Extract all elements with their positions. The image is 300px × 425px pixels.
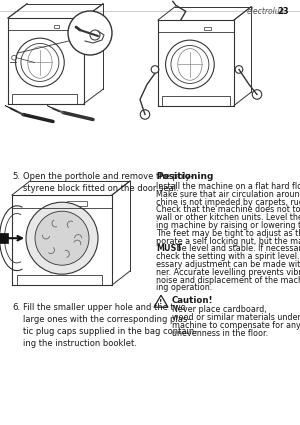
Bar [17,275,102,285]
Circle shape [68,11,112,55]
Text: Never place cardboard,: Never place cardboard, [172,305,267,314]
Text: Caution!: Caution! [172,296,214,305]
Text: Open the porthole and remove the poly-
styrene block fitted on the door seal.: Open the porthole and remove the poly- s… [23,172,193,193]
Circle shape [35,211,89,265]
Text: be level and stable. If necessary,: be level and stable. If necessary, [174,244,300,253]
Text: unevenness in the floor.: unevenness in the floor. [172,329,268,337]
Text: machine to compensate for any: machine to compensate for any [172,321,300,330]
Bar [0,233,8,243]
Bar [54,25,59,28]
Text: electrolux: electrolux [247,7,285,16]
Polygon shape [47,105,59,111]
Text: wall or other kitchen units. Level the wash-: wall or other kitchen units. Level the w… [156,213,300,222]
Text: chine is not impeded by carpets, rugs etc.: chine is not impeded by carpets, rugs et… [156,198,300,207]
Text: Positioning: Positioning [156,172,213,181]
Circle shape [26,202,98,274]
Text: 6.: 6. [12,303,20,312]
Bar [204,26,211,30]
Text: 5.: 5. [12,172,20,181]
Text: noise and displacement of the machine dur-: noise and displacement of the machine du… [156,275,300,285]
Bar [67,201,87,206]
Text: ner. Accurate levelling prevents vibration,: ner. Accurate levelling prevents vibrati… [156,268,300,277]
Text: Make sure that air circulation around the ma-: Make sure that air circulation around th… [156,190,300,199]
Text: porate a self locking nut, but the machine: porate a self locking nut, but the machi… [156,237,300,246]
Text: Fill the smaller upper hole and the two
large ones with the corresponding plas-
: Fill the smaller upper hole and the two … [23,303,197,348]
Text: MUST: MUST [156,244,182,253]
Text: !: ! [159,299,163,305]
Text: Check that the machine does not touch the: Check that the machine does not touch th… [156,205,300,214]
Bar [162,96,230,105]
Text: The feet may be tight to adjust as they incor-: The feet may be tight to adjust as they … [156,229,300,238]
Text: Install the machine on a flat hard floor.: Install the machine on a flat hard floor… [156,182,300,191]
Text: ing operation.: ing operation. [156,283,212,292]
Text: check the setting with a spirit level. Any nec-: check the setting with a spirit level. A… [156,252,300,261]
Text: essary adjustment can be made with a span-: essary adjustment can be made with a spa… [156,260,300,269]
Polygon shape [5,105,17,111]
Text: 23: 23 [278,7,289,16]
Text: wood or similar materials under the: wood or similar materials under the [172,313,300,322]
Text: ing machine by raising or lowering the feet.: ing machine by raising or lowering the f… [156,221,300,230]
Bar [12,94,77,104]
